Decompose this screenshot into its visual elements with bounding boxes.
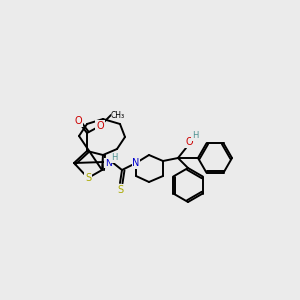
Text: S: S <box>85 173 91 183</box>
Text: H: H <box>192 131 198 140</box>
Text: N: N <box>132 158 140 168</box>
Text: O: O <box>96 121 104 131</box>
Text: S: S <box>117 185 123 195</box>
Text: O: O <box>185 137 193 147</box>
Text: CH₃: CH₃ <box>111 110 125 119</box>
Text: H: H <box>111 154 117 163</box>
Text: O: O <box>74 116 82 126</box>
Text: N: N <box>105 158 111 167</box>
